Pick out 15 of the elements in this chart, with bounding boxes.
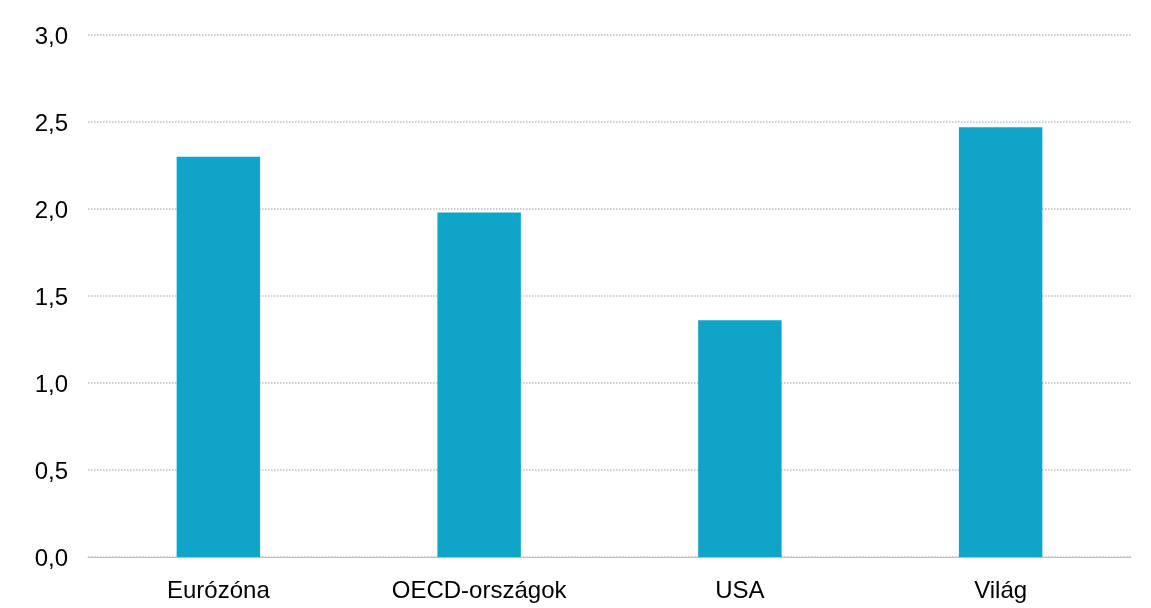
y-tick-label: 0,0	[34, 543, 68, 571]
bar	[698, 320, 782, 557]
x-tick-label: USA	[715, 575, 765, 603]
y-tick-label: 2,0	[34, 195, 68, 223]
y-tick-label: 1,0	[34, 369, 68, 397]
bar	[176, 156, 261, 557]
y-tick-label: 2,5	[34, 108, 68, 136]
y-tick-label: 1,5	[34, 282, 68, 310]
y-tick-label: 0,5	[34, 456, 68, 484]
bar	[958, 127, 1043, 557]
bar	[437, 212, 521, 557]
y-tick-label: 3,0	[34, 21, 68, 49]
x-tick-label: Eurózóna	[167, 575, 271, 603]
x-tick-label: OECD-országok	[391, 575, 568, 603]
x-tick-label: Világ	[974, 575, 1028, 603]
